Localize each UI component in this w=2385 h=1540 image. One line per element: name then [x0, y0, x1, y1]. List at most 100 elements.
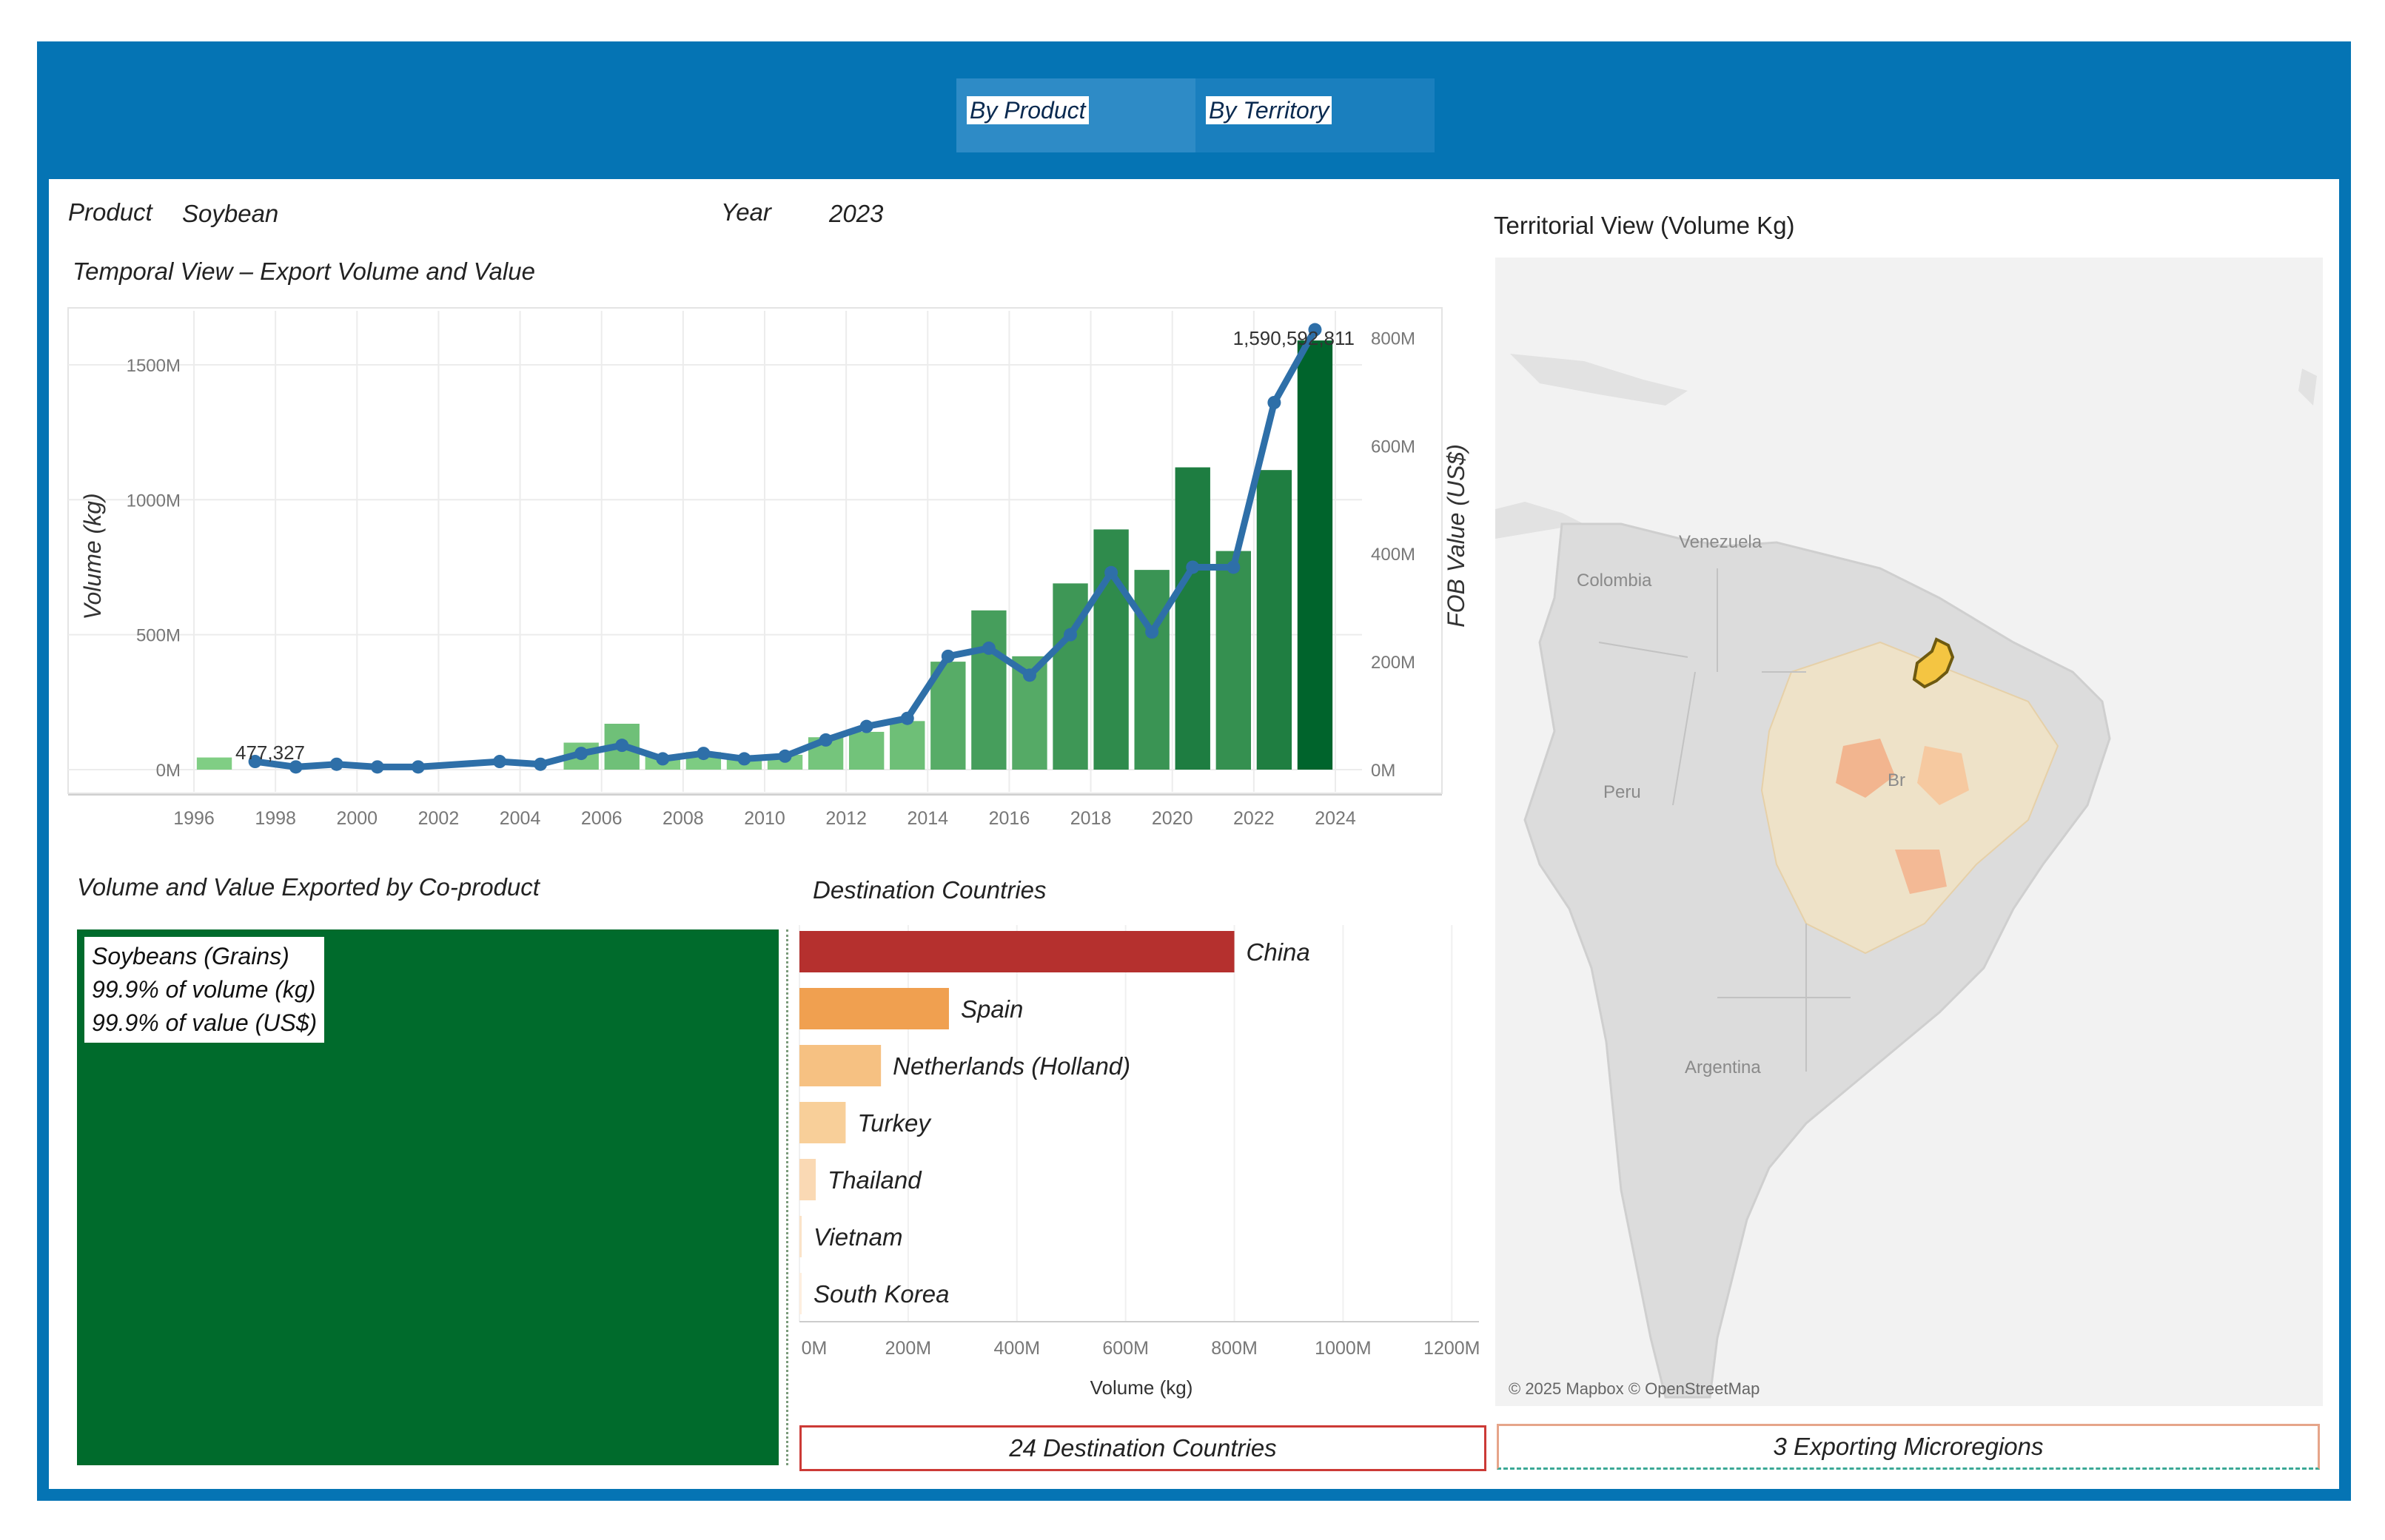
x-tick-label: 2014: [907, 808, 948, 829]
microregion-count-box[interactable]: 3 Exporting Microregions: [1497, 1424, 2320, 1470]
destination-count-label: 24 Destination Countries: [1009, 1434, 1277, 1462]
tab-by-territory[interactable]: By Territory: [1195, 78, 1435, 152]
dest-x-tick-label: 0M: [802, 1338, 828, 1359]
fob-value-point-2020[interactable]: [1186, 560, 1200, 574]
destination-label: Spain: [961, 995, 1023, 1023]
fob-value-point-2021[interactable]: [1227, 560, 1241, 574]
destination-x-axis-title: Volume (kg): [1090, 1376, 1193, 1399]
fob-value-point-2006[interactable]: [615, 739, 629, 753]
x-tick-label: 2000: [336, 808, 378, 829]
coproduct-value-share: 99.9% of value (US$): [92, 1009, 318, 1036]
coproduct-title: Volume and Value Exported by Co-product: [77, 873, 540, 901]
brazil-region-choropleth: [1760, 641, 2059, 955]
annotation-first-value: 477,327: [235, 742, 305, 764]
year-filter-value[interactable]: 2023: [829, 200, 884, 227]
fob-value-point-2008[interactable]: [697, 747, 711, 761]
y-axis-title-right: FOB Value (US$): [1443, 444, 1469, 628]
y-tick-label-right: 0M: [1371, 761, 1395, 781]
fob-value-point-2014[interactable]: [941, 649, 955, 663]
x-tick-label: 2010: [744, 808, 785, 829]
fob-value-point-2017[interactable]: [1064, 628, 1078, 642]
dest-x-tick-label: 1000M: [1315, 1338, 1371, 1359]
map-label-brazil: Br: [1888, 770, 1905, 790]
fob-value-point-2016[interactable]: [1022, 668, 1036, 682]
y-axis-title-left: Volume (kg): [79, 493, 106, 619]
fob-value-point-2001[interactable]: [411, 760, 425, 774]
highlighted-microregion[interactable]: [1912, 637, 1955, 689]
fob-value-point-2015[interactable]: [982, 641, 996, 655]
fob-value-point-2019[interactable]: [1145, 625, 1159, 639]
territorial-map[interactable]: Venezuela Colombia Peru Br Argentina © 2…: [1495, 258, 2323, 1406]
caribbean-islands: [1510, 354, 1688, 406]
destination-bar-spain[interactable]: [799, 988, 949, 1029]
destination-label: China: [1247, 938, 1310, 966]
destination-title: Destination Countries: [813, 876, 1047, 904]
volume-bar-2023[interactable]: [1297, 340, 1333, 770]
fob-value-point-2023[interactable]: [1308, 323, 1322, 337]
fob-value-line: [255, 328, 1318, 770]
fob-value-point-1997[interactable]: [248, 755, 262, 769]
microregion-central: [1917, 746, 1969, 805]
volume-bar-2021[interactable]: [1215, 551, 1252, 770]
x-tick-label: 1998: [255, 808, 296, 829]
fob-value-point-2003[interactable]: [493, 755, 507, 769]
map-attribution: © 2025 Mapbox © OpenStreetMap: [1509, 1379, 1760, 1398]
volume-bar-2012[interactable]: [848, 731, 885, 770]
product-filter-value[interactable]: Soybean: [182, 200, 279, 227]
map-label-argentina: Argentina: [1685, 1058, 1761, 1077]
fob-value-point-2011[interactable]: [819, 733, 833, 747]
temporal-chart-title: Temporal View – Export Volume and Value: [73, 258, 535, 285]
destination-label: South Korea: [814, 1280, 949, 1308]
y-tick-label-right: 400M: [1371, 545, 1415, 565]
y-tick-label-right: 200M: [1371, 653, 1415, 673]
destination-bar-south-korea[interactable]: [799, 1273, 802, 1314]
fob-value-point-2007[interactable]: [656, 752, 670, 766]
coproduct-name: Soybeans (Grains): [92, 943, 289, 969]
destination-bar-vietnam[interactable]: [799, 1216, 802, 1257]
y-tick-label-right: 600M: [1371, 437, 1415, 457]
destination-bar-turkey[interactable]: [799, 1102, 846, 1143]
year-filter-label: Year: [721, 198, 771, 226]
volume-bar-2020[interactable]: [1175, 467, 1210, 770]
fob-value-point-2012[interactable]: [859, 719, 873, 733]
destination-count-box[interactable]: 24 Destination Countries: [799, 1425, 1486, 1471]
fob-value-point-2022[interactable]: [1267, 396, 1281, 409]
fob-value-point-2009[interactable]: [737, 752, 751, 766]
x-tick-label: 2022: [1233, 808, 1275, 829]
volume-bar-2015[interactable]: [971, 610, 1007, 770]
fob-value-point-2004[interactable]: [534, 757, 548, 771]
destination-label: Turkey: [857, 1109, 932, 1137]
central-america: [1495, 502, 1584, 539]
microregion-count-label: 3 Exporting Microregions: [1773, 1433, 2044, 1460]
microregion-west: [1836, 739, 1895, 798]
volume-bar-2022[interactable]: [1256, 470, 1292, 770]
y-tick-label-left: 0M: [156, 761, 181, 781]
coproduct-treemap-tile[interactable]: Soybeans (Grains) 99.9% of volume (kg) 9…: [77, 929, 779, 1465]
volume-bar-1996[interactable]: [196, 757, 232, 770]
volume-bar-2019[interactable]: [1134, 570, 1170, 770]
map-canvas: Venezuela Colombia Peru Br Argentina © 2…: [1495, 258, 2323, 1406]
x-tick-label: 2018: [1070, 808, 1112, 829]
volume-bar-2013[interactable]: [890, 721, 925, 770]
tab-by-product-label: By Product: [967, 96, 1089, 124]
y-tick-label-left: 1500M: [127, 356, 181, 376]
fob-value-point-2018[interactable]: [1104, 565, 1118, 579]
x-tick-label: 2012: [825, 808, 867, 829]
x-tick-label: 2008: [662, 808, 704, 829]
fob-value-point-1998[interactable]: [289, 760, 303, 774]
x-tick-label: 2016: [989, 808, 1030, 829]
tab-by-product[interactable]: By Product: [956, 78, 1195, 152]
destination-bar-china[interactable]: [799, 931, 1235, 972]
destination-bar-netherlands-holland-[interactable]: [799, 1045, 882, 1086]
fob-value-point-2010[interactable]: [778, 749, 792, 763]
fob-value-point-2013[interactable]: [900, 711, 914, 725]
fob-value-point-1999[interactable]: [329, 757, 343, 771]
destination-bar-thailand[interactable]: [799, 1159, 816, 1200]
map-label-peru: Peru: [1603, 782, 1641, 802]
fob-value-point-2000[interactable]: [370, 760, 384, 774]
destination-label: Netherlands (Holland): [893, 1052, 1130, 1080]
product-filter-label: Product: [68, 198, 152, 226]
x-tick-label: 2024: [1315, 808, 1356, 829]
fob-value-point-2005[interactable]: [574, 747, 588, 761]
